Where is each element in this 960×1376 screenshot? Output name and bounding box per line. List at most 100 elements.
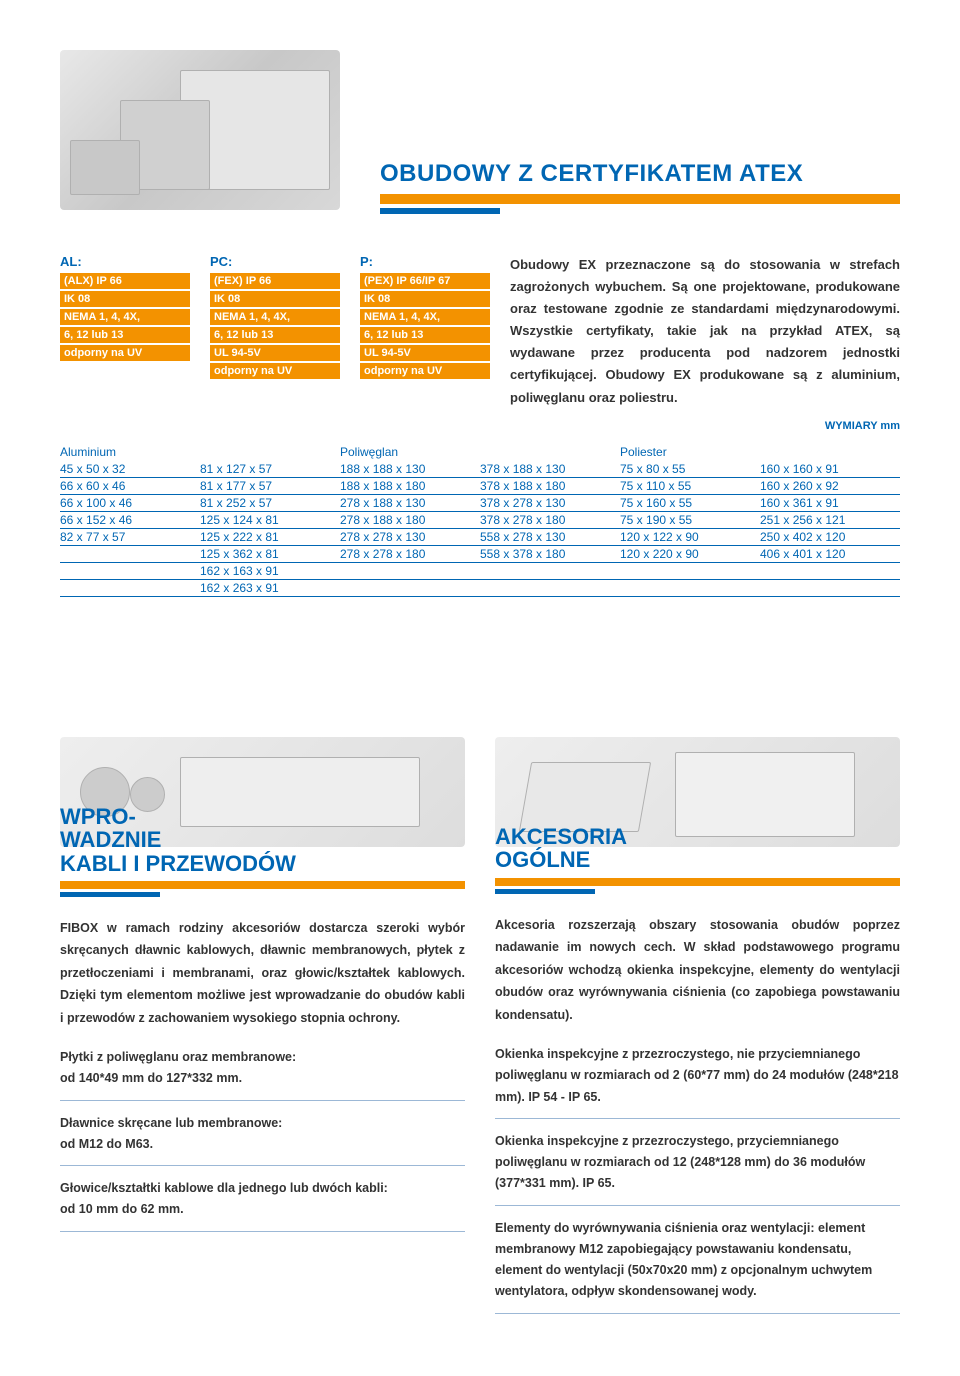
dims-row: 162 x 263 x 91 bbox=[60, 580, 900, 597]
dims-cell bbox=[760, 564, 900, 578]
dims-cell bbox=[60, 564, 200, 578]
dims-row: 66 x 100 x 4681 x 252 x 57278 x 188 x 13… bbox=[60, 495, 900, 512]
dims-cell: 558 x 378 x 180 bbox=[480, 547, 620, 561]
dims-cell: 278 x 278 x 130 bbox=[340, 530, 480, 544]
dims-cell bbox=[340, 581, 480, 595]
spec-item: odporny na UV bbox=[360, 363, 490, 379]
left-item: Głowice/kształtki kablowe dla jednego lu… bbox=[60, 1178, 465, 1232]
dimensions-table: Aluminium Poliwęglan Poliester 45 x 50 x… bbox=[60, 445, 900, 597]
dims-cell: 125 x 222 x 81 bbox=[200, 530, 340, 544]
dims-header-poliweglan: Poliwęglan bbox=[340, 445, 620, 459]
dims-row: 45 x 50 x 3281 x 127 x 57188 x 188 x 130… bbox=[60, 461, 900, 478]
dims-cell: 278 x 188 x 130 bbox=[340, 496, 480, 510]
dims-cell: 81 x 177 x 57 bbox=[200, 479, 340, 493]
dims-cell: 66 x 152 x 46 bbox=[60, 513, 200, 527]
main-title: OBUDOWY Z CERTYFIKATEM ATEX bbox=[380, 160, 900, 188]
dims-cell: 162 x 163 x 91 bbox=[200, 564, 340, 578]
specs-row: AL: (ALX) IP 66 IK 08 NEMA 1, 4, 4X, 6, … bbox=[60, 254, 900, 435]
dims-cell bbox=[60, 581, 200, 595]
dims-cell: 75 x 160 x 55 bbox=[620, 496, 760, 510]
dims-cell: 75 x 190 x 55 bbox=[620, 513, 760, 527]
dims-cell: 278 x 188 x 180 bbox=[340, 513, 480, 527]
bottom-section: WPRO- WADZNIE KABLI I PRZEWODÓW FIBOX w … bbox=[60, 737, 900, 1325]
dims-cell: 558 x 278 x 130 bbox=[480, 530, 620, 544]
dims-cell: 378 x 278 x 130 bbox=[480, 496, 620, 510]
right-body: Akcesoria rozszerzają obszary stosowania… bbox=[495, 914, 900, 1027]
spec-item: UL 94-5V bbox=[360, 345, 490, 361]
dims-cell: 250 x 402 x 120 bbox=[760, 530, 900, 544]
spec-header: P: bbox=[360, 254, 490, 269]
spec-col-al: AL: (ALX) IP 66 IK 08 NEMA 1, 4, 4X, 6, … bbox=[60, 254, 190, 435]
spec-item: NEMA 1, 4, 4X, bbox=[360, 309, 490, 325]
dims-cell: 81 x 252 x 57 bbox=[200, 496, 340, 510]
dims-cell: 45 x 50 x 32 bbox=[60, 462, 200, 476]
title-underline-blue bbox=[380, 208, 500, 214]
description-body: Obudowy EX przeznaczone są do stosowania… bbox=[510, 257, 900, 405]
spec-item: (FEX) IP 66 bbox=[210, 273, 340, 289]
dims-row: 125 x 362 x 81278 x 278 x 180558 x 378 x… bbox=[60, 546, 900, 563]
dims-row: 162 x 163 x 91 bbox=[60, 563, 900, 580]
top-section: OBUDOWY Z CERTYFIKATEM ATEX AL: (ALX) IP… bbox=[60, 50, 900, 597]
dims-cell: 378 x 188 x 180 bbox=[480, 479, 620, 493]
dims-cell bbox=[620, 564, 760, 578]
dimensions-unit-label: WYMIARY mm bbox=[510, 417, 900, 436]
spec-item: IK 08 bbox=[60, 291, 190, 307]
spec-col-p: P: (PEX) IP 66/IP 67 IK 08 NEMA 1, 4, 4X… bbox=[360, 254, 490, 435]
dims-cell bbox=[340, 564, 480, 578]
dims-cell: 160 x 361 x 91 bbox=[760, 496, 900, 510]
spec-item: NEMA 1, 4, 4X, bbox=[60, 309, 190, 325]
dims-cell bbox=[480, 581, 620, 595]
product-photo bbox=[60, 50, 340, 210]
right-item: Okienka inspekcyjne z przezroczystego, n… bbox=[495, 1044, 900, 1119]
dims-cell: 160 x 160 x 91 bbox=[760, 462, 900, 476]
dims-cell: 66 x 100 x 46 bbox=[60, 496, 200, 510]
catalog-page: OBUDOWY Z CERTYFIKATEM ATEX AL: (ALX) IP… bbox=[0, 0, 960, 1376]
dims-cell: 66 x 60 x 46 bbox=[60, 479, 200, 493]
dims-cell: 75 x 110 x 55 bbox=[620, 479, 760, 493]
dims-cell: 120 x 122 x 90 bbox=[620, 530, 760, 544]
right-item: Elementy do wyrównywania ciśnienia oraz … bbox=[495, 1218, 900, 1314]
dims-cell bbox=[620, 581, 760, 595]
dims-cell bbox=[760, 581, 900, 595]
left-underline-blue bbox=[60, 892, 160, 897]
left-title: WPRO- WADZNIE KABLI I PRZEWODÓW bbox=[60, 805, 465, 874]
dims-cell: 81 x 127 x 57 bbox=[200, 462, 340, 476]
right-item: Okienka inspekcyjne z przezroczystego, p… bbox=[495, 1131, 900, 1206]
dims-header-aluminium: Aluminium bbox=[60, 445, 340, 459]
dims-cell: 278 x 278 x 180 bbox=[340, 547, 480, 561]
spec-item: odporny na UV bbox=[210, 363, 340, 379]
right-title: AKCESORIA OGÓLNE bbox=[495, 825, 900, 871]
dims-cell: 188 x 188 x 180 bbox=[340, 479, 480, 493]
dims-cell: 251 x 256 x 121 bbox=[760, 513, 900, 527]
dims-cell: 378 x 188 x 130 bbox=[480, 462, 620, 476]
spec-item: odporny na UV bbox=[60, 345, 190, 361]
left-item: Dławnice skręcane lub membranowe: od M12… bbox=[60, 1113, 465, 1167]
dims-cell: 82 x 77 x 57 bbox=[60, 530, 200, 544]
left-item: Płytki z poliwęglanu oraz membranowe: od… bbox=[60, 1047, 465, 1101]
spec-col-pc: PC: (FEX) IP 66 IK 08 NEMA 1, 4, 4X, 6, … bbox=[210, 254, 340, 435]
dims-cell: 125 x 124 x 81 bbox=[200, 513, 340, 527]
dims-cell: 120 x 220 x 90 bbox=[620, 547, 760, 561]
spec-item: IK 08 bbox=[210, 291, 340, 307]
left-body: FIBOX w ramach rodziny akcesoriów dostar… bbox=[60, 917, 465, 1030]
spec-item: (ALX) IP 66 bbox=[60, 273, 190, 289]
spec-item: UL 94-5V bbox=[210, 345, 340, 361]
title-underline-orange bbox=[380, 194, 900, 204]
spec-item: 6, 12 lub 13 bbox=[360, 327, 490, 343]
right-column: AKCESORIA OGÓLNE Akcesoria rozszerzają o… bbox=[495, 737, 900, 1325]
dims-cell: 378 x 278 x 180 bbox=[480, 513, 620, 527]
dims-cell: 160 x 260 x 92 bbox=[760, 479, 900, 493]
dims-row: 82 x 77 x 57125 x 222 x 81278 x 278 x 13… bbox=[60, 529, 900, 546]
dims-row: 66 x 152 x 46125 x 124 x 81278 x 188 x 1… bbox=[60, 512, 900, 529]
left-column: WPRO- WADZNIE KABLI I PRZEWODÓW FIBOX w … bbox=[60, 737, 465, 1325]
spec-item: NEMA 1, 4, 4X, bbox=[210, 309, 340, 325]
dims-cell: 406 x 401 x 120 bbox=[760, 547, 900, 561]
dims-cell: 162 x 263 x 91 bbox=[200, 581, 340, 595]
description-text: Obudowy EX przeznaczone są do stosowania… bbox=[510, 254, 900, 435]
dims-cell: 188 x 188 x 130 bbox=[340, 462, 480, 476]
spec-item: 6, 12 lub 13 bbox=[60, 327, 190, 343]
dims-header-poliester: Poliester bbox=[620, 445, 900, 459]
spec-item: (PEX) IP 66/IP 67 bbox=[360, 273, 490, 289]
left-underline-orange bbox=[60, 881, 465, 889]
dims-row: 66 x 60 x 4681 x 177 x 57188 x 188 x 180… bbox=[60, 478, 900, 495]
